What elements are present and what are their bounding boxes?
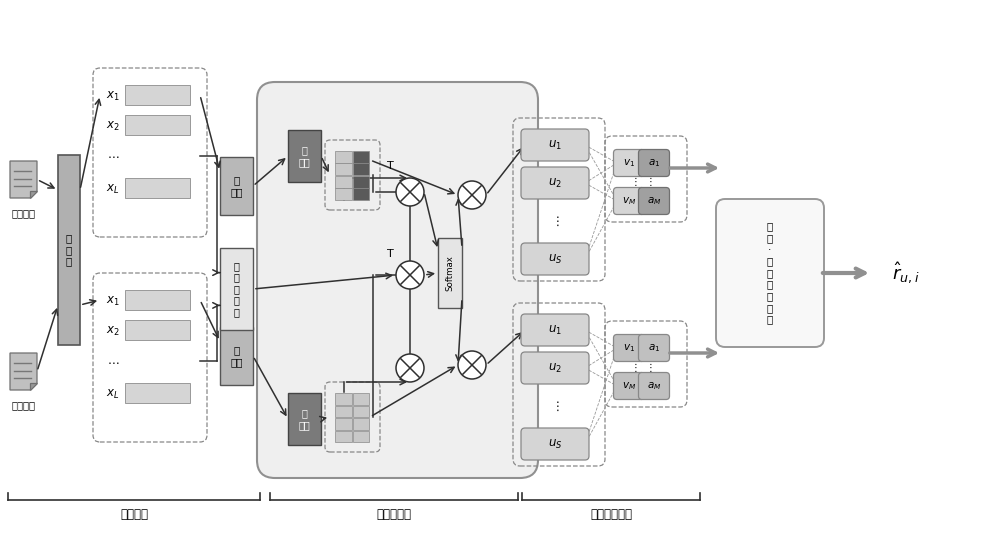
- Bar: [125, 85, 190, 105]
- Bar: [335, 189, 352, 200]
- Text: T: T: [387, 161, 393, 171]
- Text: $u_2$: $u_2$: [548, 361, 562, 375]
- Text: 局
部
注
意
力: 局 部 注 意 力: [234, 261, 239, 317]
- Text: 嵌
入
层: 嵌 入 层: [66, 233, 72, 267]
- Text: Softmax: Softmax: [446, 255, 454, 291]
- Text: $\cdots$: $\cdots$: [107, 150, 119, 162]
- Text: 用
户
·
物
品
评
分
预
测: 用 户 · 物 品 评 分 预 测: [767, 222, 773, 324]
- Text: $a_1$: $a_1$: [648, 157, 660, 169]
- Text: $x_2$: $x_2$: [106, 324, 120, 338]
- Circle shape: [396, 261, 424, 289]
- Bar: [125, 178, 190, 198]
- FancyBboxPatch shape: [257, 82, 538, 478]
- FancyBboxPatch shape: [521, 314, 589, 346]
- Text: 内容编码: 内容编码: [120, 508, 148, 520]
- Bar: [220, 327, 253, 385]
- Text: T: T: [387, 249, 393, 259]
- FancyBboxPatch shape: [639, 372, 669, 399]
- Text: $x_L$: $x_L$: [106, 387, 120, 400]
- FancyBboxPatch shape: [521, 167, 589, 199]
- FancyBboxPatch shape: [614, 372, 644, 399]
- FancyBboxPatch shape: [521, 243, 589, 275]
- Text: $\cdots$: $\cdots$: [107, 355, 119, 367]
- Bar: [335, 163, 352, 175]
- Bar: [352, 405, 369, 417]
- FancyBboxPatch shape: [521, 428, 589, 460]
- Text: 反向动态路由: 反向动态路由: [590, 508, 632, 520]
- Bar: [125, 115, 190, 135]
- Bar: [352, 418, 369, 430]
- Text: $\vdots$  $\vdots$: $\vdots$ $\vdots$: [630, 175, 653, 189]
- Text: $v_1$: $v_1$: [623, 342, 635, 354]
- Text: 物品文档: 物品文档: [12, 400, 36, 410]
- Text: 卷
积层: 卷 积层: [230, 175, 243, 197]
- FancyBboxPatch shape: [639, 334, 669, 361]
- Bar: [352, 163, 369, 175]
- Bar: [352, 176, 369, 188]
- Text: $a_M$: $a_M$: [647, 195, 661, 207]
- Bar: [125, 383, 190, 403]
- Bar: [220, 157, 253, 215]
- Text: 线
性层: 线 性层: [299, 408, 310, 430]
- Polygon shape: [30, 191, 37, 198]
- Bar: [335, 405, 352, 417]
- Text: $v_M$: $v_M$: [622, 380, 636, 392]
- Text: $v_M$: $v_M$: [622, 195, 636, 207]
- Text: $u_S$: $u_S$: [548, 252, 562, 266]
- Circle shape: [396, 178, 424, 206]
- Text: $u_S$: $u_S$: [548, 437, 562, 450]
- Text: $x_2$: $x_2$: [106, 119, 120, 133]
- Text: $a_M$: $a_M$: [647, 380, 661, 392]
- Text: $\hat{r}_{u,i}$: $\hat{r}_{u,i}$: [892, 260, 919, 285]
- Bar: [335, 431, 352, 442]
- Text: 用户文档: 用户文档: [12, 208, 36, 218]
- FancyBboxPatch shape: [639, 188, 669, 214]
- FancyBboxPatch shape: [639, 150, 669, 177]
- Bar: [125, 290, 190, 310]
- FancyBboxPatch shape: [521, 129, 589, 161]
- FancyBboxPatch shape: [614, 188, 644, 214]
- FancyBboxPatch shape: [614, 150, 644, 177]
- Bar: [220, 248, 253, 330]
- FancyBboxPatch shape: [614, 334, 644, 361]
- Text: $\vdots$: $\vdots$: [551, 399, 559, 412]
- Bar: [58, 155, 80, 345]
- FancyBboxPatch shape: [521, 352, 589, 384]
- Text: $x_1$: $x_1$: [106, 294, 120, 307]
- Bar: [352, 393, 369, 404]
- Text: $\vdots$  $\vdots$: $\vdots$ $\vdots$: [630, 360, 653, 373]
- Text: 卷
积层: 卷 积层: [230, 345, 243, 367]
- Text: 交互注意力: 交互注意力: [376, 508, 412, 520]
- Text: 线
性层: 线 性层: [299, 145, 310, 167]
- Polygon shape: [30, 383, 37, 390]
- FancyBboxPatch shape: [716, 199, 824, 347]
- Text: $a_1$: $a_1$: [648, 342, 660, 354]
- Polygon shape: [10, 353, 37, 390]
- Text: $v_1$: $v_1$: [623, 157, 635, 169]
- Bar: [335, 151, 352, 162]
- Polygon shape: [10, 161, 37, 198]
- Bar: [288, 130, 321, 182]
- Bar: [352, 431, 369, 442]
- Bar: [125, 320, 190, 340]
- Bar: [352, 189, 369, 200]
- Text: $x_1$: $x_1$: [106, 90, 120, 102]
- Text: $\vdots$: $\vdots$: [551, 214, 559, 228]
- Circle shape: [458, 351, 486, 379]
- Bar: [438, 238, 462, 308]
- Bar: [288, 393, 321, 445]
- Text: $u_1$: $u_1$: [548, 323, 562, 337]
- Text: $u_1$: $u_1$: [548, 139, 562, 152]
- Circle shape: [396, 354, 424, 382]
- Bar: [335, 418, 352, 430]
- Circle shape: [458, 181, 486, 209]
- Text: $x_L$: $x_L$: [106, 183, 120, 196]
- Text: $u_2$: $u_2$: [548, 177, 562, 190]
- Bar: [335, 176, 352, 188]
- Bar: [352, 151, 369, 162]
- Bar: [335, 393, 352, 404]
